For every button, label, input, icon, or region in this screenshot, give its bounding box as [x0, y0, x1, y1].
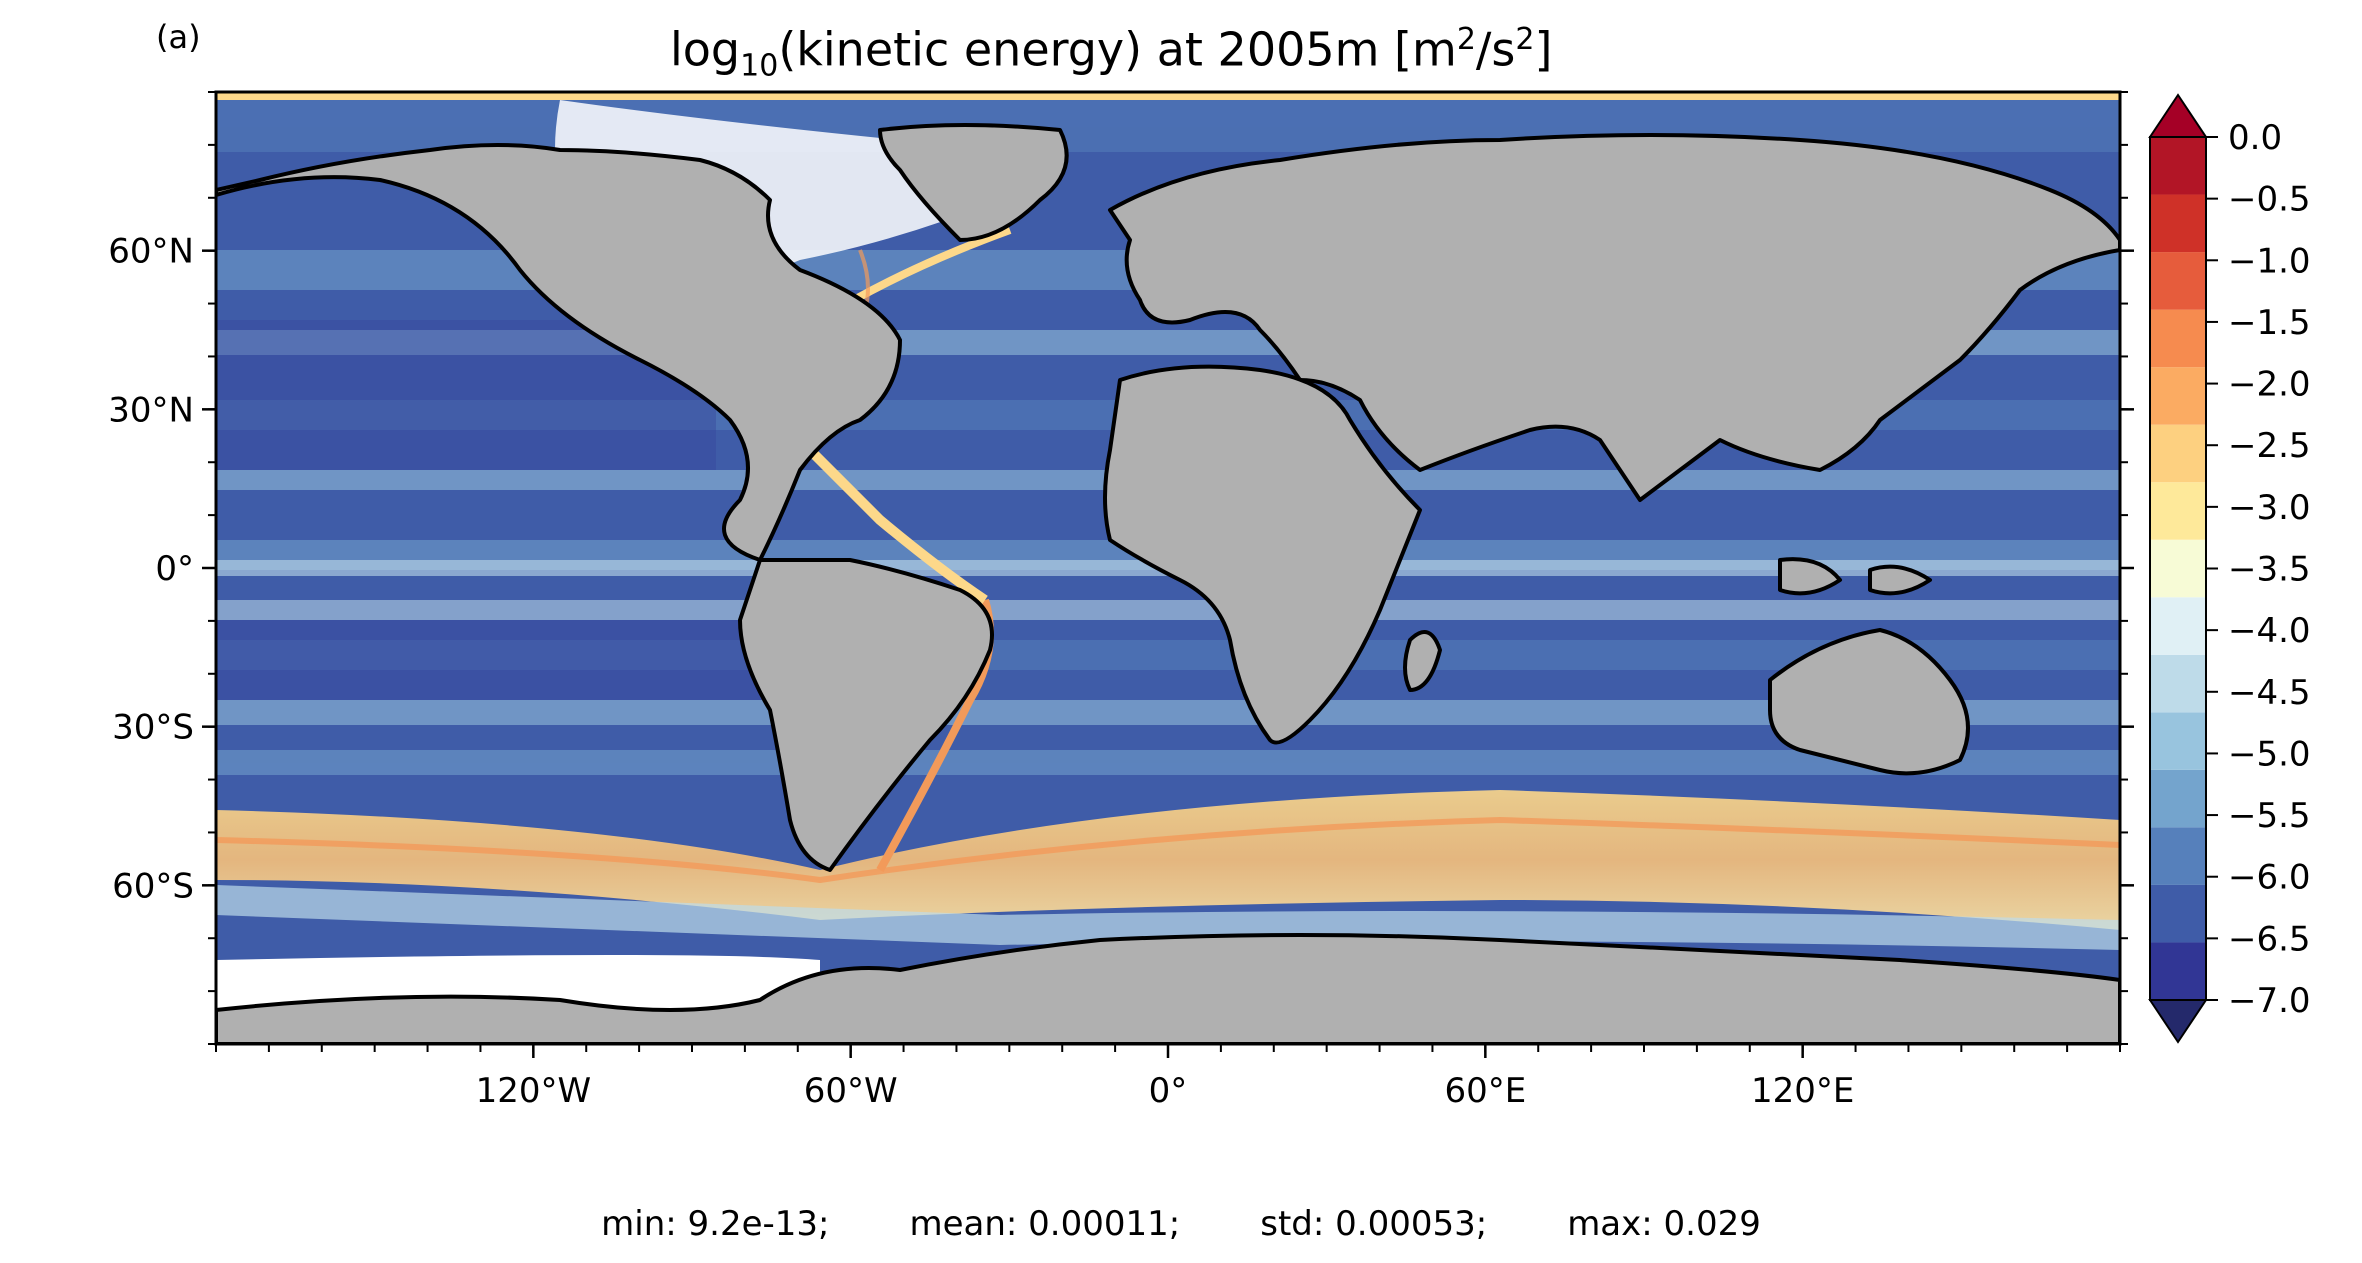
australia: [1768, 628, 1970, 776]
colorbar-tick-label: −6.5: [2228, 919, 2311, 959]
africa: [1103, 364, 1422, 745]
stat-min: min: 9.2e-13;: [601, 1204, 830, 1244]
colorbar-tick-label: −1.5: [2228, 303, 2311, 343]
greenland: [878, 123, 1069, 242]
colorbar-tick-label: −2.5: [2228, 426, 2311, 466]
stat-std: std: 0.00053;: [1260, 1204, 1488, 1244]
title-part: ]: [1534, 22, 1553, 77]
colorbar-bin: [2150, 597, 2206, 655]
chart-title: log10(kinetic energy) at 2005m [m2/s2]: [670, 22, 1552, 84]
colorbar-bin: [2150, 827, 2206, 885]
land: [216, 123, 2120, 1044]
colorbar-bin: [2150, 482, 2206, 540]
colorbar-tick-label: −3.5: [2228, 550, 2311, 590]
stat-mean: mean: 0.00011;: [909, 1204, 1181, 1244]
eurasia: [1108, 133, 2120, 502]
panel-label: (a): [156, 18, 201, 56]
colorbar-bin: [2150, 942, 2206, 1000]
colorbar-tick-label: −1.0: [2228, 241, 2311, 281]
y-axis: 60°N 30°N 0° 30°S 60°S: [108, 91, 2134, 1045]
map-area: [216, 92, 2120, 1044]
antarctica: [216, 933, 2120, 1044]
title-part: (kinetic energy) at 2005m [m: [778, 22, 1457, 77]
x-tick-label: 120°W: [476, 1071, 592, 1111]
colorbar-bin: [2150, 769, 2206, 828]
madagascar: [1403, 630, 1442, 692]
colorbar-bin: [2150, 424, 2206, 483]
title-part: /s: [1475, 22, 1516, 77]
colorbar-bin: [2150, 309, 2206, 368]
north-america: [216, 143, 902, 562]
y-tick-label: 0°: [155, 549, 194, 589]
colorbar-extend-min: [2148, 999, 2208, 1044]
colorbar-bin: [2150, 367, 2206, 425]
south-america: [738, 557, 994, 872]
y-tick-label: 30°S: [112, 708, 194, 748]
title-superscript: 2: [1515, 22, 1535, 57]
y-tick-label: 60°N: [108, 232, 194, 272]
x-tick-label: 60°E: [1444, 1071, 1526, 1111]
colorbar-tick-label: −3.0: [2228, 488, 2311, 528]
colorbar-bin: [2150, 884, 2206, 943]
colorbar-bin: [2150, 712, 2206, 770]
colorbar-tick-label: −0.5: [2228, 180, 2311, 220]
title-part: log: [670, 22, 741, 77]
x-tick-label: 0°: [1149, 1071, 1188, 1111]
colorbar-bin: [2150, 252, 2206, 310]
colorbar: 0.0 −0.5 −1.0 −1.5 −2.0 −2.5 −3.0 −3.5 −4.0 −4.5 −…: [2148, 93, 2311, 1044]
colorbar-tick-label: −2.0: [2228, 365, 2311, 405]
colorbar-tick-label: −5.5: [2228, 796, 2311, 836]
colorbar-tick-label: −7.0: [2228, 981, 2311, 1021]
title-superscript: 2: [1456, 22, 1476, 57]
title-subscript: 10: [740, 48, 779, 84]
colorbar-tick-label: −4.0: [2228, 611, 2311, 651]
colorbar-tick-label: −4.5: [2228, 673, 2311, 713]
colorbar-bin: [2150, 539, 2206, 598]
y-tick-label: 30°N: [108, 390, 194, 430]
colorbar-tick-label: −5.0: [2228, 734, 2311, 774]
colorbar-bin: [2150, 137, 2206, 195]
circumpolar-jet: [216, 816, 2120, 884]
x-tick-label: 60°W: [804, 1071, 898, 1111]
x-axis: 120°W 60°W 0° 60°E 120°E: [215, 1044, 2121, 1111]
colorbar-tick-label: −6.0: [2228, 858, 2311, 898]
stat-max: max: 0.029: [1567, 1204, 1761, 1244]
colorbar-bin: [2150, 194, 2206, 253]
colorbar-bin: [2150, 654, 2206, 713]
x-tick-label: 120°E: [1751, 1071, 1854, 1111]
y-tick-label: 60°S: [112, 866, 194, 906]
colorbar-extend-max: [2148, 93, 2208, 138]
colorbar-tick-label: 0.0: [2228, 118, 2282, 158]
stats-line: min: 9.2e-13; mean: 0.00011; std: 0.00053;…: [0, 1204, 2362, 1244]
